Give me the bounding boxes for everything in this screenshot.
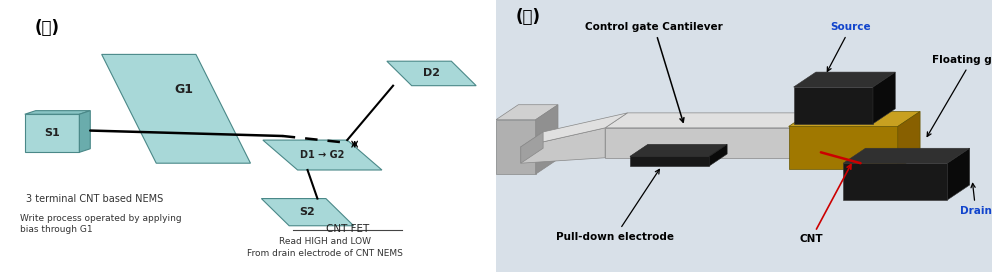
Polygon shape bbox=[947, 148, 970, 200]
Polygon shape bbox=[521, 128, 605, 163]
Text: D1 → G2: D1 → G2 bbox=[301, 150, 344, 160]
Text: (나): (나) bbox=[516, 8, 541, 26]
Text: S2: S2 bbox=[300, 207, 315, 217]
Text: 3 terminal CNT based NEMS: 3 terminal CNT based NEMS bbox=[26, 194, 163, 205]
Polygon shape bbox=[263, 140, 382, 170]
Text: G1: G1 bbox=[174, 83, 193, 96]
Text: Control gate Cantilever: Control gate Cantilever bbox=[585, 22, 723, 122]
Polygon shape bbox=[843, 163, 947, 200]
Polygon shape bbox=[843, 148, 970, 163]
Polygon shape bbox=[79, 111, 90, 152]
Text: Floating gate: Floating gate bbox=[928, 55, 992, 137]
Polygon shape bbox=[789, 112, 920, 126]
Text: Source: Source bbox=[827, 22, 871, 71]
Polygon shape bbox=[794, 87, 873, 124]
Text: CNT FET: CNT FET bbox=[325, 224, 369, 234]
Polygon shape bbox=[496, 105, 558, 120]
Text: S1: S1 bbox=[45, 128, 60, 138]
Polygon shape bbox=[789, 126, 898, 169]
Polygon shape bbox=[898, 112, 920, 169]
Text: D2: D2 bbox=[423, 69, 440, 78]
Polygon shape bbox=[496, 120, 536, 174]
Polygon shape bbox=[605, 113, 815, 128]
Text: Read HIGH and LOW
From drain electrode of CNT NEMS: Read HIGH and LOW From drain electrode o… bbox=[247, 237, 403, 258]
Polygon shape bbox=[387, 61, 476, 86]
Polygon shape bbox=[102, 54, 250, 163]
Text: CNT: CNT bbox=[800, 165, 851, 244]
Text: (가): (가) bbox=[35, 19, 60, 37]
Polygon shape bbox=[794, 113, 815, 158]
Text: Write process operated by applying
bias through G1: Write process operated by applying bias … bbox=[20, 214, 182, 234]
Text: Drain: Drain bbox=[959, 183, 992, 216]
Polygon shape bbox=[536, 105, 558, 174]
Polygon shape bbox=[25, 114, 79, 152]
Polygon shape bbox=[521, 113, 628, 147]
Polygon shape bbox=[794, 72, 895, 87]
Text: Pull-down electrode: Pull-down electrode bbox=[557, 169, 674, 242]
Polygon shape bbox=[261, 199, 354, 226]
Polygon shape bbox=[521, 132, 544, 163]
Polygon shape bbox=[630, 156, 709, 166]
Polygon shape bbox=[605, 128, 794, 158]
Polygon shape bbox=[873, 72, 895, 124]
Polygon shape bbox=[709, 144, 727, 166]
Polygon shape bbox=[25, 111, 90, 114]
Polygon shape bbox=[630, 144, 727, 156]
